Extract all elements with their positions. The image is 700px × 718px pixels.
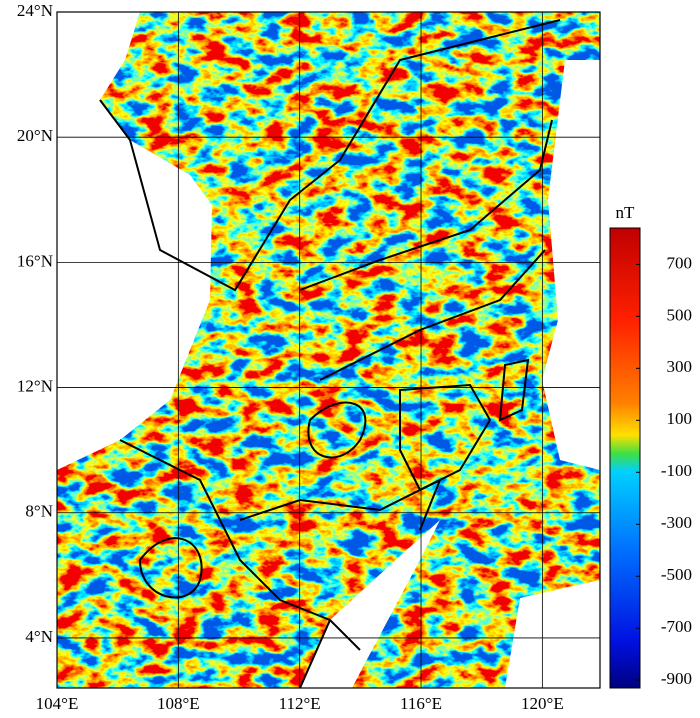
colorbar-tick-label: 300 (667, 357, 693, 376)
y-tick-label: 8°N (25, 502, 53, 521)
colorbar-tick-label: -700 (661, 617, 692, 636)
colorbar-tick-label: -100 (661, 461, 692, 480)
x-tick-label: 112°E (279, 694, 321, 713)
y-tick-label: 12°N (17, 376, 53, 395)
colorbar-tick-label: -300 (661, 513, 692, 532)
colorbar-tick-label: 500 (667, 305, 693, 324)
x-tick-label: 116°E (400, 694, 442, 713)
colorbar (609, 227, 641, 689)
x-tick-label: 104°E (36, 694, 79, 713)
map-frame (56, 11, 601, 689)
boundaries (99, 19, 561, 689)
y-tick-label: 4°N (25, 627, 53, 646)
y-tick-label: 16°N (17, 251, 53, 270)
x-tick-label: 120°E (521, 694, 564, 713)
colorbar-tick-label: -900 (661, 669, 692, 688)
colorbar-tick-label: 100 (667, 409, 693, 428)
colorbar-tick-label: 700 (667, 253, 693, 272)
colorbar-unit: nT (616, 203, 636, 222)
x-tick-label: 108°E (157, 694, 200, 713)
y-tick-label: 20°N (17, 126, 53, 145)
y-tick-label: 24°N (17, 1, 53, 20)
colorbar-tick-label: -500 (661, 565, 692, 584)
